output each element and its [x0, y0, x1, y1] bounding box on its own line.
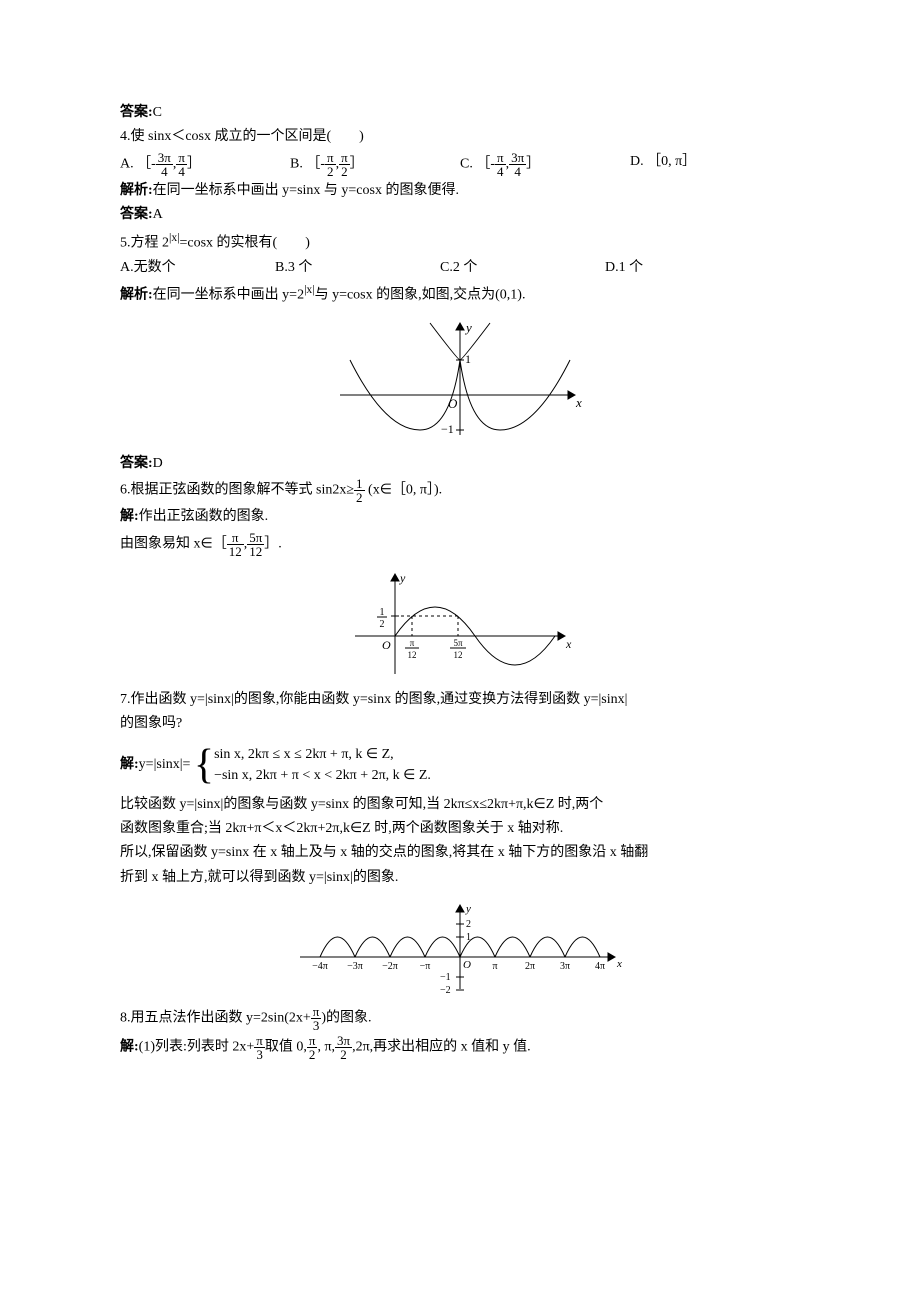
- q5-optD: D.1 个: [605, 257, 643, 279]
- q4-optA: A. ［-3π4,π4］: [120, 151, 290, 178]
- q7-p2: 函数图象重合;当 2kπ+π＜x＜2kπ+2π,k∈Z 时,两个函数图象关于 x…: [120, 818, 800, 840]
- q7-p3: 所以,保留函数 y=sinx 在 x 轴上及与 x 轴的交点的图象,将其在 x …: [120, 842, 800, 864]
- svg-text:y: y: [399, 571, 406, 585]
- q5-options: A.无数个 B.3 个 C.2 个 D.1 个: [120, 257, 800, 279]
- svg-text:O: O: [463, 959, 471, 971]
- val: C: [153, 105, 162, 120]
- q8-stem: 8.用五点法作出函数 y=2sin(2x+π3)的图象.: [120, 1005, 800, 1032]
- svg-text:5π: 5π: [453, 638, 463, 648]
- q5-optC: C.2 个: [440, 257, 605, 279]
- svg-text:1: 1: [380, 607, 385, 618]
- svg-text:2: 2: [466, 919, 471, 930]
- q4-analysis: 解析:在同一坐标系中画出 y=sinx 与 y=cosx 的图象便得.: [120, 180, 800, 202]
- svg-text:O: O: [382, 638, 391, 652]
- q4-optD: D. ［0, π］: [630, 151, 696, 178]
- svg-text:12: 12: [454, 650, 463, 660]
- svg-text:−1: −1: [441, 422, 454, 436]
- q5-optB: B.3 个: [275, 257, 440, 279]
- q4-optB: B. ［-π2,π2］: [290, 151, 460, 178]
- svg-text:−2: −2: [440, 985, 451, 996]
- q8-sol: 解:(1)列表:列表时 2x+π3取值 0,π2, π,3π2,2π,再求出相应…: [120, 1034, 800, 1061]
- q7-sol: 解:y=|sinx|= { sin x, 2kπ ≤ x ≤ 2kπ + π, …: [120, 744, 800, 786]
- q7-stem2: 的图象吗?: [120, 713, 800, 735]
- svg-text:−3π: −3π: [347, 961, 363, 972]
- q5-stem: 5.方程 2|x|=cosx 的实根有( ): [120, 229, 800, 255]
- q4-stem: 4.使 sinx＜cosx 成立的一个区间是( ): [120, 126, 800, 148]
- q3-answer: 答案:C: [120, 102, 800, 124]
- svg-text:4π: 4π: [595, 961, 605, 972]
- svg-text:O: O: [448, 396, 458, 411]
- q7-p4: 折到 x 轴上方,就可以得到函数 y=|sinx|的图象.: [120, 867, 800, 889]
- svg-text:x: x: [565, 637, 572, 651]
- svg-text:y: y: [464, 320, 472, 335]
- label: 答案:: [120, 105, 153, 120]
- q7-stem1: 7.作出函数 y=|sinx|的图象,你能由函数 y=sinx 的图象,通过变换…: [120, 689, 800, 711]
- svg-text:π: π: [410, 638, 415, 648]
- q5-analysis: 解析:在同一坐标系中画出 y=2|x|与 y=cosx 的图象,如图,交点为(0…: [120, 281, 800, 307]
- svg-text:−4π: −4π: [312, 961, 328, 972]
- svg-text:1: 1: [465, 352, 471, 366]
- svg-text:y: y: [465, 903, 471, 915]
- svg-text:−1: −1: [440, 972, 451, 983]
- svg-text:−π: −π: [420, 961, 431, 972]
- q4-optC: C. ［-π4,3π4］: [460, 151, 630, 178]
- q4-options: A. ［-3π4,π4］ B. ［-π2,π2］ C. ［-π4,3π4］ D.…: [120, 151, 800, 178]
- q7-p1: 比较函数 y=|sinx|的图象与函数 y=sinx 的图象可知,当 2kπ≤x…: [120, 794, 800, 816]
- svg-text:3π: 3π: [560, 961, 570, 972]
- svg-text:2: 2: [380, 619, 385, 630]
- q6-stem: 6.根据正弦函数的图象解不等式 sin2x≥12 (x∈［0, π］).: [120, 477, 800, 504]
- q4-answer: 答案:A: [120, 204, 800, 226]
- q5-figure: y x O 1 −1: [120, 315, 800, 445]
- q6-range: 由图象易知 x∈［π12,5π12］.: [120, 531, 800, 558]
- q6-sol: 解:作出正弦函数的图象.: [120, 506, 800, 528]
- q5-answer: 答案:D: [120, 453, 800, 475]
- svg-text:1: 1: [466, 932, 471, 943]
- svg-text:2π: 2π: [525, 961, 535, 972]
- svg-text:π: π: [492, 961, 497, 972]
- q6-figure: y x O 1 2 π 12 5π 12: [120, 566, 800, 681]
- q7-figure: y x O 2 1 −1 −2 −4π −3π −2π −π π 2π 3π 4…: [120, 897, 800, 997]
- svg-text:12: 12: [408, 650, 417, 660]
- svg-text:−2π: −2π: [382, 961, 398, 972]
- svg-text:x: x: [616, 958, 622, 970]
- q5-optA: A.无数个: [120, 257, 275, 279]
- svg-text:x: x: [575, 395, 582, 410]
